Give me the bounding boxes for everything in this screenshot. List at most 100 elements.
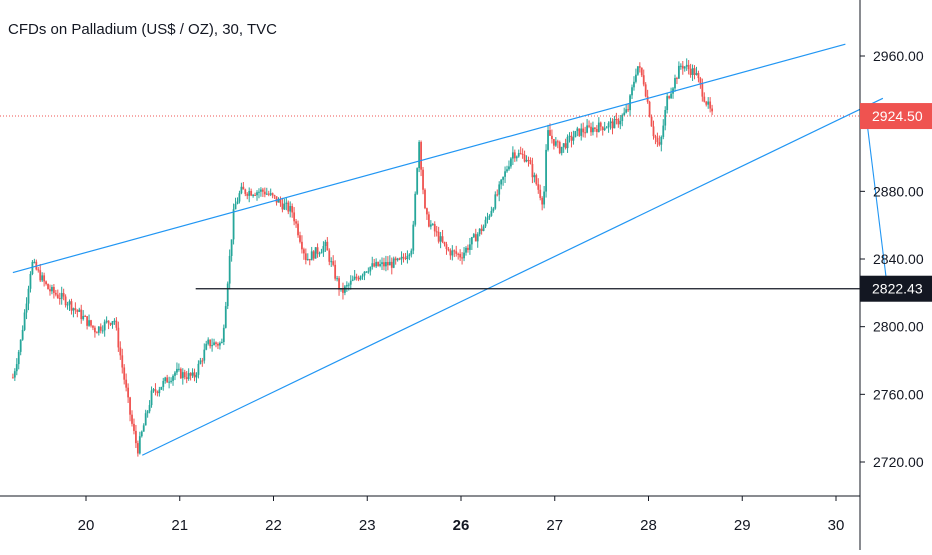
candle-body <box>664 109 667 126</box>
candle-body <box>90 320 92 326</box>
candle-body <box>556 141 559 143</box>
candle-body <box>396 258 399 261</box>
candle-body <box>179 368 182 379</box>
candle-body <box>324 241 327 247</box>
candle-body <box>508 166 510 170</box>
candle-body <box>357 278 360 280</box>
candle-body <box>701 83 704 97</box>
candle-body <box>199 360 202 364</box>
candle-body <box>644 84 647 97</box>
candle-body <box>291 206 294 213</box>
candle-body <box>416 168 419 194</box>
candle-body <box>82 315 85 320</box>
candle-body <box>258 191 260 193</box>
candle-body <box>494 194 497 209</box>
candle-body <box>646 96 649 102</box>
candle-body <box>551 135 553 140</box>
candle-body <box>617 119 620 125</box>
candle-body <box>488 215 491 218</box>
candle-body <box>248 191 251 196</box>
candle-body <box>367 271 370 273</box>
candle-body <box>193 372 196 378</box>
candle-body <box>226 283 229 307</box>
candle-body <box>359 276 362 280</box>
candle-body <box>519 153 522 155</box>
last-price-badge-label: 2924.50 <box>872 108 923 124</box>
candle-body <box>658 142 661 145</box>
candle-body <box>13 371 16 378</box>
candle-body <box>215 342 217 344</box>
candle-body <box>250 191 253 196</box>
candle-body <box>332 261 335 265</box>
candle-body <box>408 254 411 256</box>
candle-body <box>211 345 213 347</box>
candle-body <box>142 425 145 432</box>
candle-body <box>586 125 588 133</box>
candle-body <box>295 221 297 224</box>
candle-body <box>95 332 98 334</box>
candle-body <box>621 115 624 121</box>
candle-body <box>580 128 583 136</box>
candle-body <box>568 135 571 137</box>
candle-body <box>347 284 350 286</box>
candle-body <box>254 194 256 196</box>
candle-body <box>435 231 438 233</box>
candle-body <box>203 349 206 361</box>
candle-body <box>445 244 448 249</box>
candle-body <box>537 184 540 190</box>
candle-body <box>601 126 604 131</box>
candle-body <box>453 250 456 252</box>
chart-title: CFDs on Palladium (US$ / OZ), 30, TVC <box>8 21 277 38</box>
candle-body <box>334 264 337 279</box>
candle-body <box>515 156 518 159</box>
candle-body <box>310 251 313 261</box>
candle-body <box>236 201 239 204</box>
candle-body <box>668 96 671 99</box>
candle-body <box>166 377 169 383</box>
candle-body <box>123 367 126 380</box>
candle-body <box>560 146 563 154</box>
candle-body <box>99 326 102 331</box>
candle-body <box>127 387 130 398</box>
candle-body <box>385 262 387 267</box>
candle-body <box>455 251 458 254</box>
candle-body <box>490 210 493 216</box>
candle-body <box>398 258 401 260</box>
candle-body <box>277 199 280 203</box>
candle-body <box>547 130 549 150</box>
y-tick-label: 2880.00 <box>873 183 924 199</box>
candle-body <box>640 67 643 76</box>
candle-body <box>648 101 651 117</box>
candle-body <box>539 189 542 198</box>
candle-body <box>375 261 378 267</box>
candle-body <box>181 372 184 379</box>
candle-body <box>607 123 610 128</box>
candle-body <box>131 414 133 424</box>
candle-body <box>64 296 67 306</box>
candle-body <box>533 175 536 178</box>
candle-body <box>504 171 506 177</box>
candle-body <box>426 208 428 215</box>
candle-body <box>459 253 462 258</box>
candle-body <box>349 280 352 285</box>
candle-body <box>185 377 188 379</box>
candle-body <box>101 330 104 332</box>
candle-body <box>574 131 577 138</box>
candle-body <box>54 292 57 295</box>
x-tick-label: 20 <box>78 517 95 534</box>
candle-body <box>500 179 503 185</box>
candle-body <box>164 377 167 381</box>
candle-body <box>506 169 508 172</box>
candle-body <box>109 323 112 325</box>
candle-body <box>549 130 551 136</box>
candle-body <box>558 142 561 154</box>
candle-body <box>213 342 215 346</box>
candle-body <box>70 301 73 311</box>
candle-body <box>699 78 702 84</box>
candle-body <box>631 87 633 96</box>
candle-body <box>431 224 434 226</box>
candle-body <box>125 379 128 388</box>
x-tick-label: 27 <box>546 517 563 534</box>
